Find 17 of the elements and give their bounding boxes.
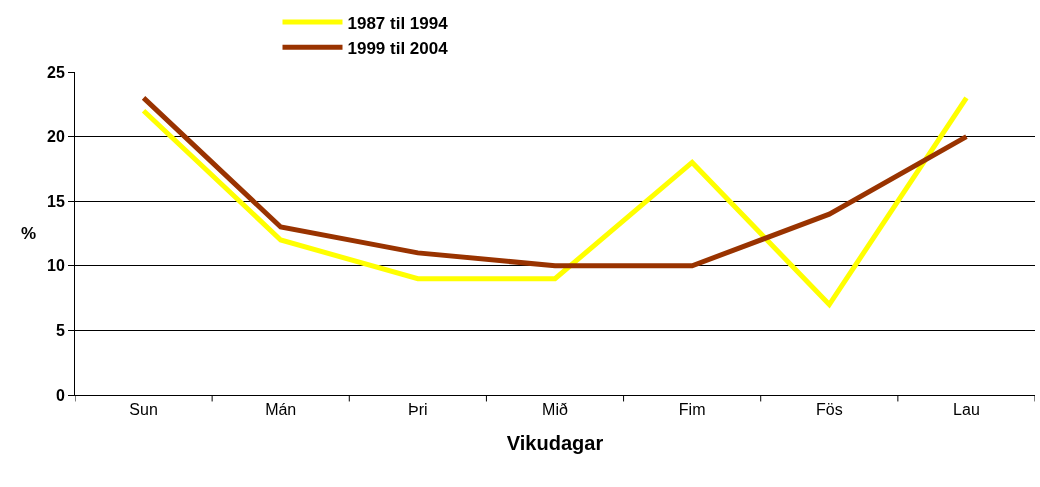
y-tick-label: 25 — [47, 63, 65, 81]
legend-label: 1999 til 2004 — [347, 38, 449, 58]
y-tick-label: 0 — [55, 386, 65, 404]
x-tick-label: Fös — [815, 401, 843, 419]
x-tick-label: Fim — [678, 401, 706, 419]
x-tick-label: Sun — [129, 401, 158, 419]
y-tick-label: 15 — [47, 192, 65, 210]
legend-label: 1987 til 1994 — [347, 13, 449, 33]
x-tick-label: Þri — [408, 401, 428, 419]
x-tick-label: Mán — [265, 401, 297, 419]
y-tick-label: 10 — [47, 257, 65, 275]
x-tick-label: Lau — [953, 401, 980, 419]
x-tick-label: Mið — [542, 401, 568, 419]
y-tick-label: 5 — [55, 322, 65, 339]
y-tick-label: 20 — [47, 128, 65, 146]
x-axis-title: Vikudagar — [506, 431, 604, 454]
y-axis-title: % — [21, 224, 37, 243]
